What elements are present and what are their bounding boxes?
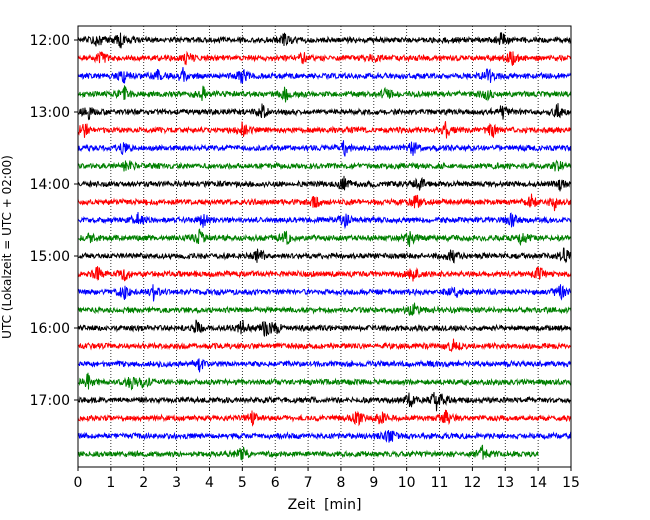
- x-tick-label: 7: [304, 475, 313, 491]
- x-tick-label: 11: [431, 475, 449, 491]
- y-tick-label: 16:00: [30, 321, 70, 337]
- trace-16:00: [77, 319, 572, 337]
- trace-16:45: [77, 372, 572, 391]
- x-tick-label: 6: [271, 475, 280, 491]
- x-tick-label: 13: [496, 475, 514, 491]
- y-tick-label: 13:00: [30, 105, 70, 121]
- x-tick-label: 3: [172, 475, 181, 491]
- trace-12:30: [77, 67, 572, 84]
- trace-13:15: [77, 121, 572, 139]
- trace-12:15: [77, 50, 572, 66]
- y-tick-label: 14:00: [30, 177, 70, 193]
- trace-17:45: [77, 444, 539, 461]
- x-tick-label: 4: [205, 475, 214, 491]
- trace-16:30: [77, 358, 572, 373]
- trace-12:45: [77, 85, 572, 103]
- x-tick-label: 10: [398, 475, 416, 491]
- x-tick-label: 1: [106, 475, 115, 491]
- trace-14:00: [77, 175, 571, 192]
- x-tick-label: 2: [139, 475, 148, 491]
- trace-12:00: [77, 32, 572, 49]
- x-tick-label: 0: [74, 475, 83, 491]
- x-tick-label: 12: [463, 475, 481, 491]
- trace-14:45: [77, 228, 572, 248]
- x-axis-ticks: 0 1 2 3 4 5 6 7 8 9 10 11 12 13 14 15: [74, 467, 580, 491]
- trace-15:45: [77, 302, 572, 317]
- trace-17:15: [77, 409, 572, 427]
- trace-17:30: [77, 430, 572, 443]
- trace-16:15: [77, 338, 572, 353]
- trace-13:00: [77, 103, 572, 121]
- y-tick-label: 17:00: [30, 393, 70, 409]
- y-tick-label: 15:00: [30, 249, 70, 265]
- y-tick-label: 12:00: [30, 33, 70, 49]
- plot-frame: [77, 25, 572, 468]
- trace-15:15: [77, 266, 572, 282]
- x-tick-label: 14: [529, 475, 547, 491]
- y-axis-ticks: 12:00 13:00 14:00 15:00 16:00 17:00: [30, 33, 78, 409]
- trace-15:00: [77, 247, 572, 264]
- seismic-traces: [77, 32, 572, 461]
- x-tick-label: 15: [562, 475, 580, 491]
- x-tick-label: 5: [238, 475, 247, 491]
- x-tick-label: 8: [336, 475, 345, 491]
- trace-14:30: [77, 211, 572, 230]
- x-axis-label: Zeit [min]: [288, 497, 362, 513]
- trace-14:15: [77, 193, 572, 212]
- x-tick-label: 9: [369, 475, 378, 491]
- trace-17:00: [77, 391, 572, 412]
- trace-15:30: [77, 284, 572, 302]
- trace-13:30: [77, 140, 572, 157]
- y-axis-label: UTC (Lokalzeit = UTC + 02:00): [0, 155, 14, 339]
- trace-13:45: [77, 159, 572, 172]
